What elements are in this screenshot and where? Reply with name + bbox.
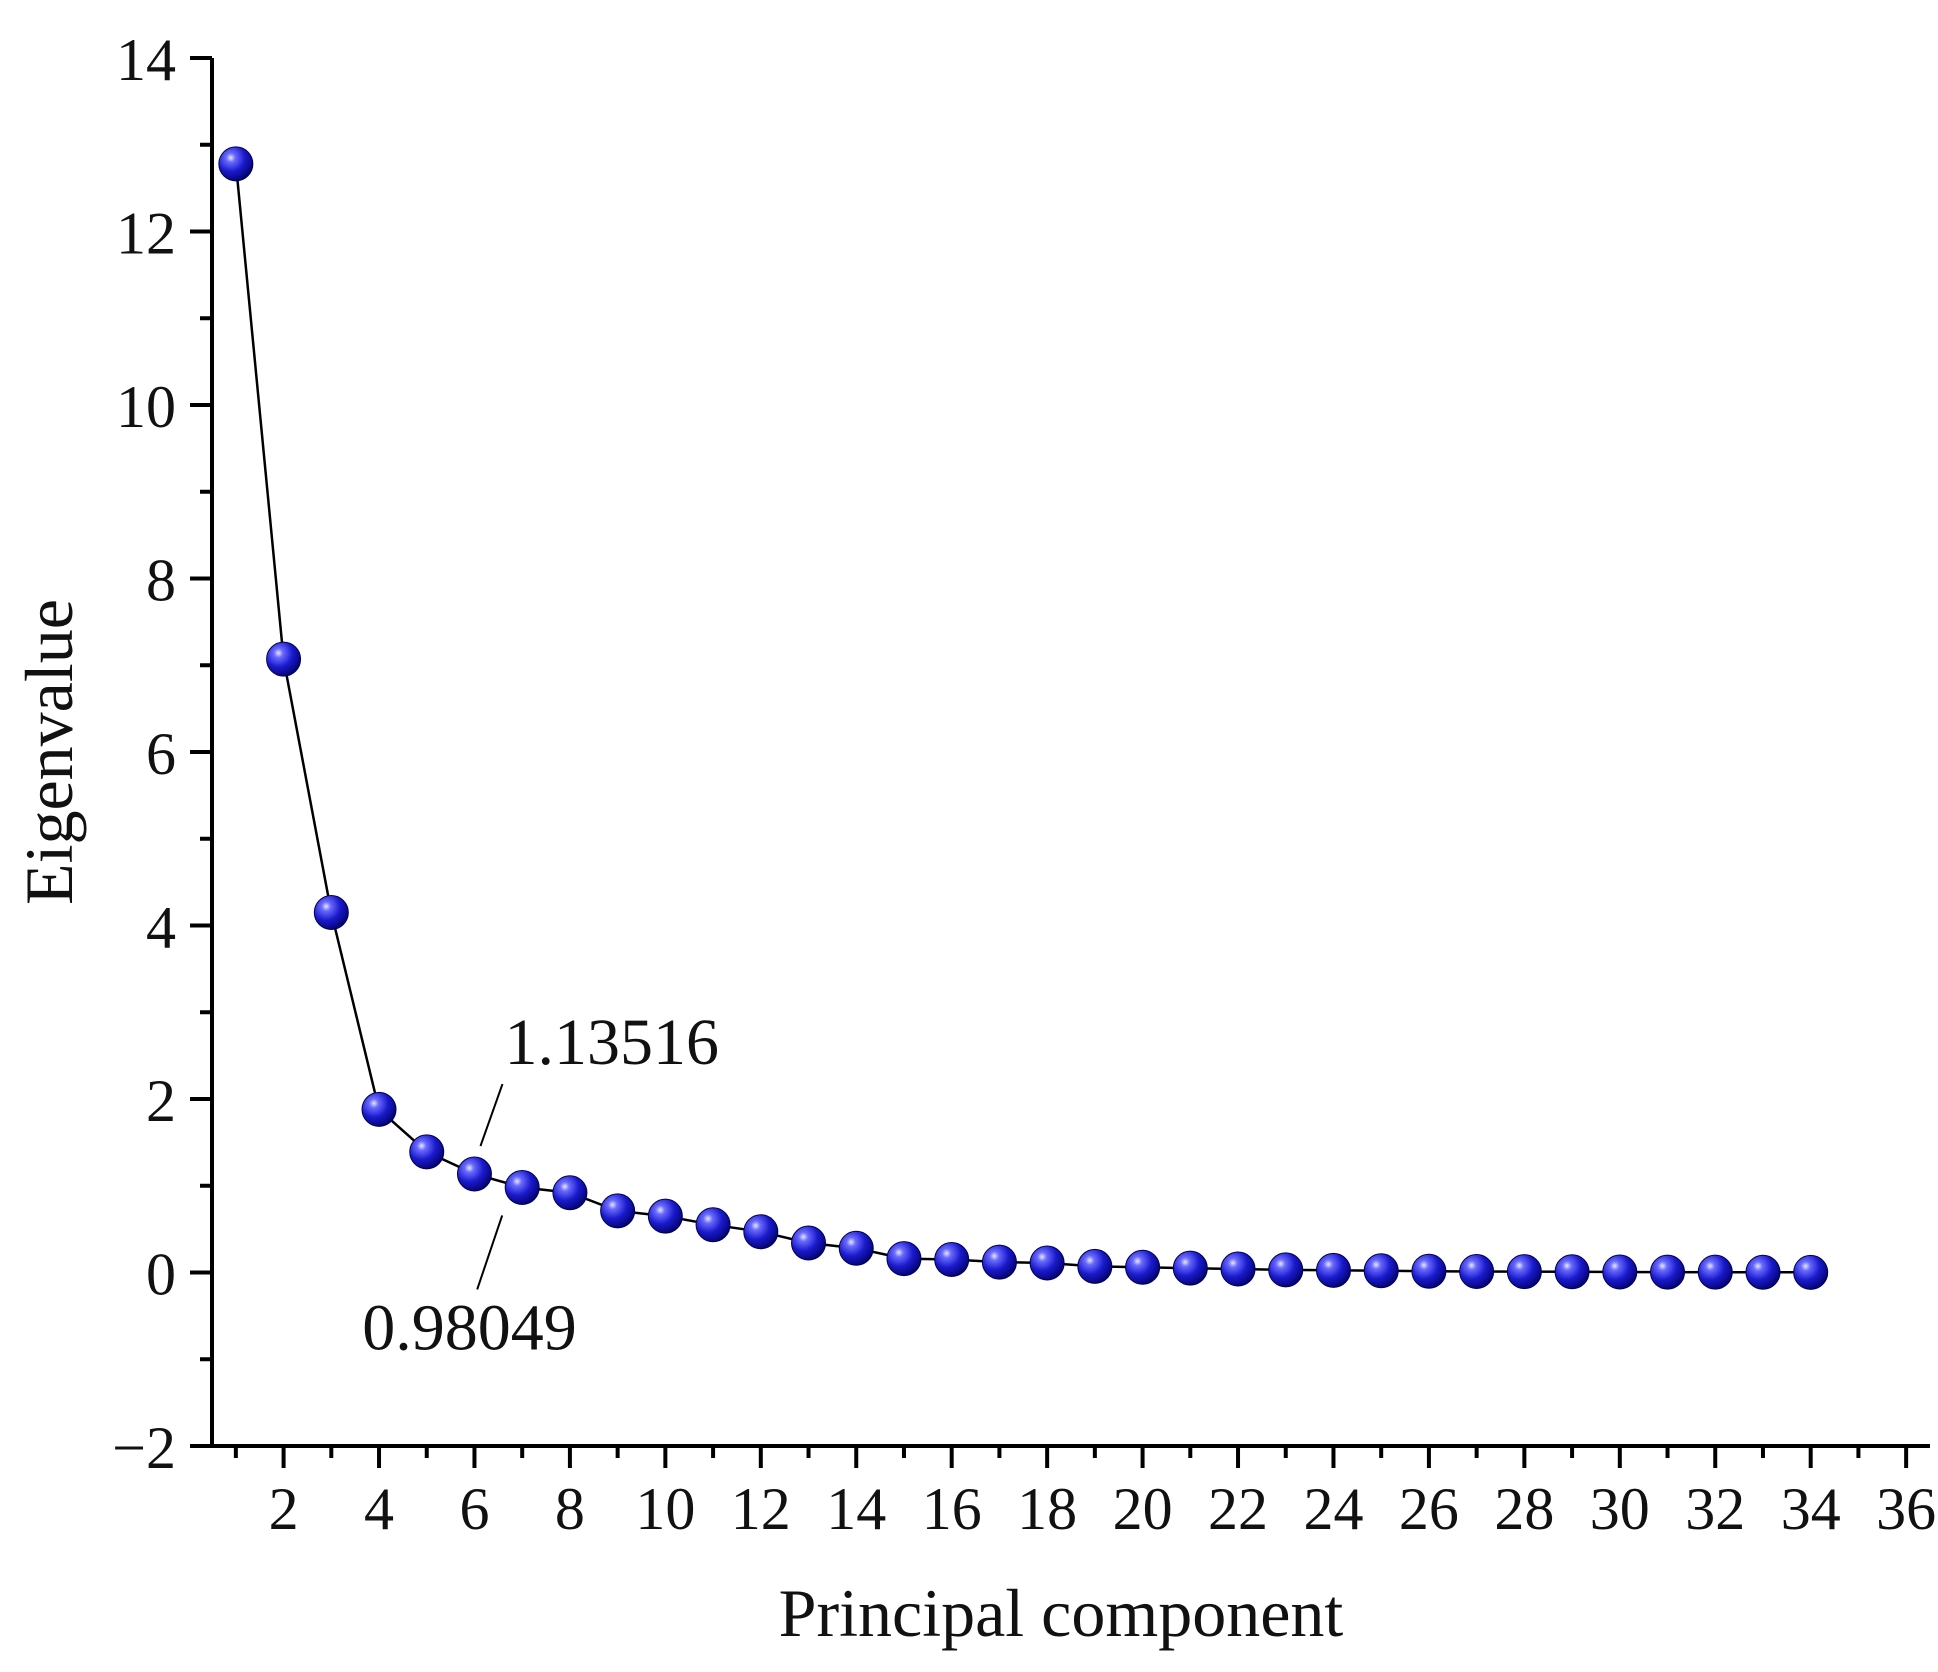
annotations: 1.13516 0.98049 [362,1006,719,1364]
x-tick-label: 30 [1590,1476,1650,1542]
data-point [1459,1253,1495,1289]
data-point [1220,1251,1256,1287]
y-tick-label: 10 [116,374,176,440]
data-point [600,1193,636,1229]
data-point [1172,1250,1208,1286]
data-point [1745,1254,1781,1290]
data-point [1411,1253,1447,1289]
x-tick-label: 26 [1399,1476,1459,1542]
series-line-group [234,163,1811,1274]
annotation-leader-1-13516 [479,1083,504,1147]
data-point [1506,1254,1542,1290]
data-point [1554,1254,1590,1290]
y-tick-label: 8 [146,548,176,614]
y-tick-label: 0 [146,1242,176,1308]
data-point [1029,1245,1065,1281]
y-tick-label: −2 [112,1415,176,1481]
data-point [1125,1249,1161,1285]
data-point [647,1198,683,1234]
x-tick-label: 36 [1876,1476,1936,1542]
data-point [1315,1252,1351,1288]
data-point [552,1175,588,1211]
x-tick-label: 24 [1303,1476,1363,1542]
data-point [695,1207,731,1243]
data-point [504,1169,540,1205]
series-line [234,163,1811,1274]
y-tick-label: 2 [146,1068,176,1134]
x-tick-label: 28 [1494,1476,1554,1542]
data-point [1793,1254,1829,1290]
data-point [1077,1248,1113,1284]
data-point [886,1241,922,1277]
y-tick-label: 14 [116,27,176,93]
x-tick-label: 34 [1781,1476,1841,1542]
y-tick-label: 4 [146,895,176,961]
data-point [409,1134,445,1170]
data-point [934,1241,970,1277]
data-point [1650,1254,1686,1290]
annotation-leader-0-98049 [476,1215,504,1290]
annotation-1-13516: 1.13516 [504,1006,719,1079]
data-point [266,641,302,677]
data-point [456,1156,492,1192]
x-tick-label: 18 [1017,1476,1077,1542]
y-axis-title: Eigenvalue [11,599,87,905]
x-tick-label: 10 [635,1476,695,1542]
x-tick-label: 14 [826,1476,886,1542]
annotation-0-98049: 0.98049 [362,1291,577,1364]
data-point [743,1214,779,1250]
data-point [981,1244,1017,1280]
y-tick-label: 6 [146,721,176,787]
data-point [838,1230,874,1266]
x-tick-label: 4 [364,1476,394,1542]
data-point [218,146,254,182]
data-point [1602,1254,1638,1290]
data-point [1268,1252,1304,1288]
data-point [313,894,349,930]
x-axis-title: Principal component [779,1575,1344,1651]
x-tick-label: 12 [731,1476,791,1542]
data-point [791,1225,827,1261]
data-point [1363,1253,1399,1289]
x-tick-label: 32 [1685,1476,1745,1542]
y-tick-label: 12 [116,201,176,267]
x-tick-label: 6 [459,1476,489,1542]
x-tick-label: 2 [269,1476,299,1542]
x-tick-label: 16 [922,1476,982,1542]
data-markers [218,146,1829,1290]
data-point [361,1091,397,1127]
x-tick-label: 20 [1113,1476,1173,1542]
data-point [1697,1254,1733,1290]
x-tick-label: 22 [1208,1476,1268,1542]
x-tick-label: 8 [555,1476,585,1542]
